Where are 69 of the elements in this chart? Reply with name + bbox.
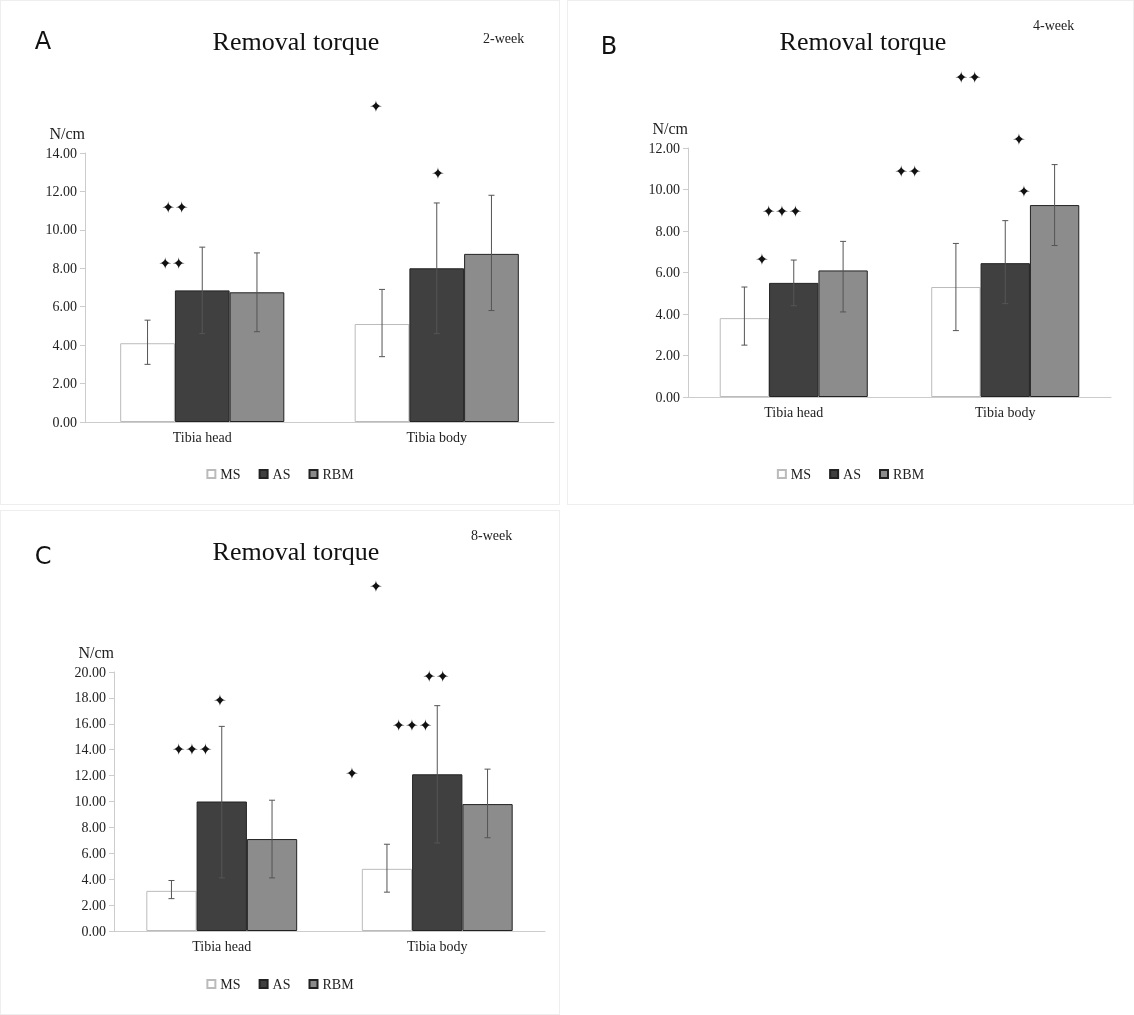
chart-subtitle: 4-week bbox=[1033, 17, 1075, 33]
chart-title: Removal torque bbox=[779, 26, 947, 56]
y-axis-title: N/cm bbox=[49, 124, 86, 142]
x-tick-label: Tibia body bbox=[974, 404, 1036, 420]
annotation: ✦✦✦ bbox=[391, 715, 433, 735]
y-tick-label: 4.00 bbox=[81, 871, 106, 887]
x-tick-label: Tibia head bbox=[192, 938, 252, 954]
annotation: ✦✦✦ bbox=[761, 201, 803, 221]
text: A bbox=[34, 27, 52, 55]
y-tick-label: 6.00 bbox=[655, 265, 680, 280]
y-tick-label: 2.00 bbox=[52, 376, 77, 392]
y-tick-label: 10.00 bbox=[648, 182, 680, 197]
x-tick-label: Tibia head bbox=[172, 429, 232, 445]
y-tick-label: 2.00 bbox=[81, 897, 106, 913]
annotation: ✦ bbox=[755, 249, 769, 269]
text: ✦✦ bbox=[954, 67, 982, 87]
y-tick-label: 20.00 bbox=[74, 664, 106, 680]
text: ✦ bbox=[369, 576, 383, 596]
annotation: ✦✦✦ bbox=[171, 739, 213, 759]
x-tick-label: Tibia body bbox=[406, 938, 468, 954]
x-tick-label: Tibia head bbox=[764, 404, 824, 420]
y-tick-label: 12.00 bbox=[648, 140, 680, 156]
x-tick-label: Tibia body bbox=[406, 429, 468, 445]
chart-title: Removal torque bbox=[212, 536, 380, 566]
legend-label: AS bbox=[272, 466, 291, 482]
annotation: ✦✦ bbox=[161, 197, 189, 217]
legend-label: MS bbox=[790, 466, 812, 482]
y-tick-label: 14.00 bbox=[45, 145, 77, 161]
legend-label: AS bbox=[272, 976, 291, 992]
y-tick-label: 4.00 bbox=[52, 337, 77, 353]
legend-label: MS bbox=[220, 466, 241, 482]
y-tick-label: 0.00 bbox=[655, 389, 680, 405]
y-tick-label: 14.00 bbox=[74, 742, 106, 758]
y-tick-label: 10.00 bbox=[45, 222, 77, 238]
annotation: ✦ bbox=[1017, 181, 1031, 201]
y-tick-label: 16.00 bbox=[74, 716, 106, 732]
y-tick-label: 0.00 bbox=[52, 414, 77, 430]
y-tick-label: 12.00 bbox=[45, 183, 77, 199]
y-axis-title: N/cm bbox=[652, 119, 689, 137]
text: ✦ bbox=[369, 96, 383, 116]
legend-label: MS bbox=[220, 976, 241, 992]
annotation: ✦ bbox=[431, 163, 445, 183]
legend-label: RBM bbox=[322, 976, 355, 992]
y-tick-label: 6.00 bbox=[81, 845, 106, 861]
annotation: ✦✦ bbox=[894, 161, 922, 181]
y-tick-label: 18.00 bbox=[74, 690, 106, 706]
y-tick-label: 0.00 bbox=[81, 923, 106, 939]
y-tick-label: 4.00 bbox=[655, 306, 680, 322]
annotation: ✦ bbox=[1012, 129, 1026, 149]
chart-subtitle: 2-week bbox=[483, 30, 525, 46]
annotation: ✦✦ bbox=[422, 666, 450, 686]
chart-title: Removal torque bbox=[212, 26, 380, 56]
y-axis-title: N/cm bbox=[78, 643, 115, 661]
y-tick-label: 2.00 bbox=[655, 348, 680, 363]
y-tick-label: 8.00 bbox=[52, 260, 77, 276]
legend-label: AS bbox=[843, 466, 862, 482]
y-tick-label: 12.00 bbox=[74, 768, 106, 784]
y-tick-label: 6.00 bbox=[52, 299, 77, 315]
annotation: ✦ bbox=[345, 763, 359, 783]
annotation: ✦✦ bbox=[158, 253, 186, 273]
legend-label: RBM bbox=[893, 466, 925, 482]
legend-label: RBM bbox=[322, 466, 355, 482]
y-tick-label: 8.00 bbox=[655, 223, 680, 239]
y-tick-label: 10.00 bbox=[74, 794, 106, 809]
y-tick-label: 8.00 bbox=[81, 819, 106, 835]
annotation: ✦ bbox=[213, 690, 227, 710]
chart-subtitle: 8-week bbox=[471, 527, 513, 543]
text: C bbox=[34, 542, 52, 570]
text: B bbox=[600, 32, 618, 60]
